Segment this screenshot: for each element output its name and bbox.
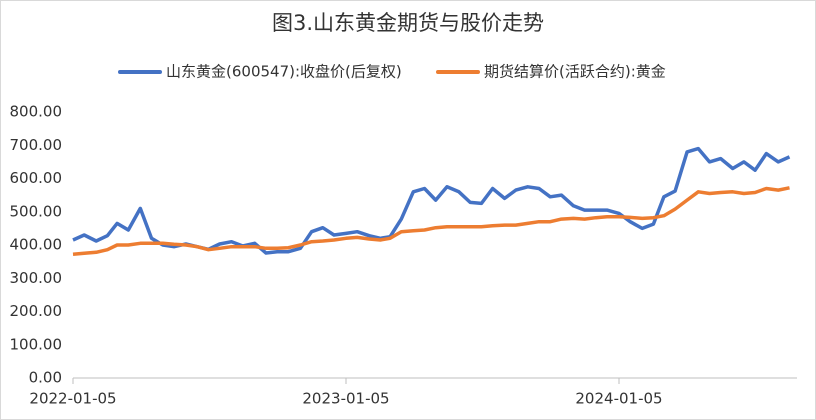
y-tick-label: 100.00 [10, 335, 63, 353]
x-tick-label: 2024-01-05 [575, 390, 662, 408]
x-tick-label: 2022-01-05 [29, 390, 116, 408]
legend-label: 山东黄金(600547):收盘价(后复权) [166, 63, 402, 81]
y-tick-label: 800.00 [10, 103, 63, 121]
y-tick-label: 600.00 [10, 169, 63, 187]
y-tick-label: 300.00 [10, 269, 63, 287]
y-tick-label: 200.00 [10, 302, 63, 320]
y-tick-label: 700.00 [10, 136, 63, 154]
y-tick-label: 400.00 [10, 236, 63, 254]
legend-label: 期货结算价(活跃合约):黄金 [484, 63, 666, 81]
series-line [72, 186, 790, 257]
chart-title: 图3.山东黄金期货与股价走势 [272, 11, 544, 35]
y-tick-label: 0.00 [29, 369, 62, 387]
x-tick-label: 2023-01-05 [302, 390, 389, 408]
y-tick-label: 500.00 [10, 202, 63, 220]
